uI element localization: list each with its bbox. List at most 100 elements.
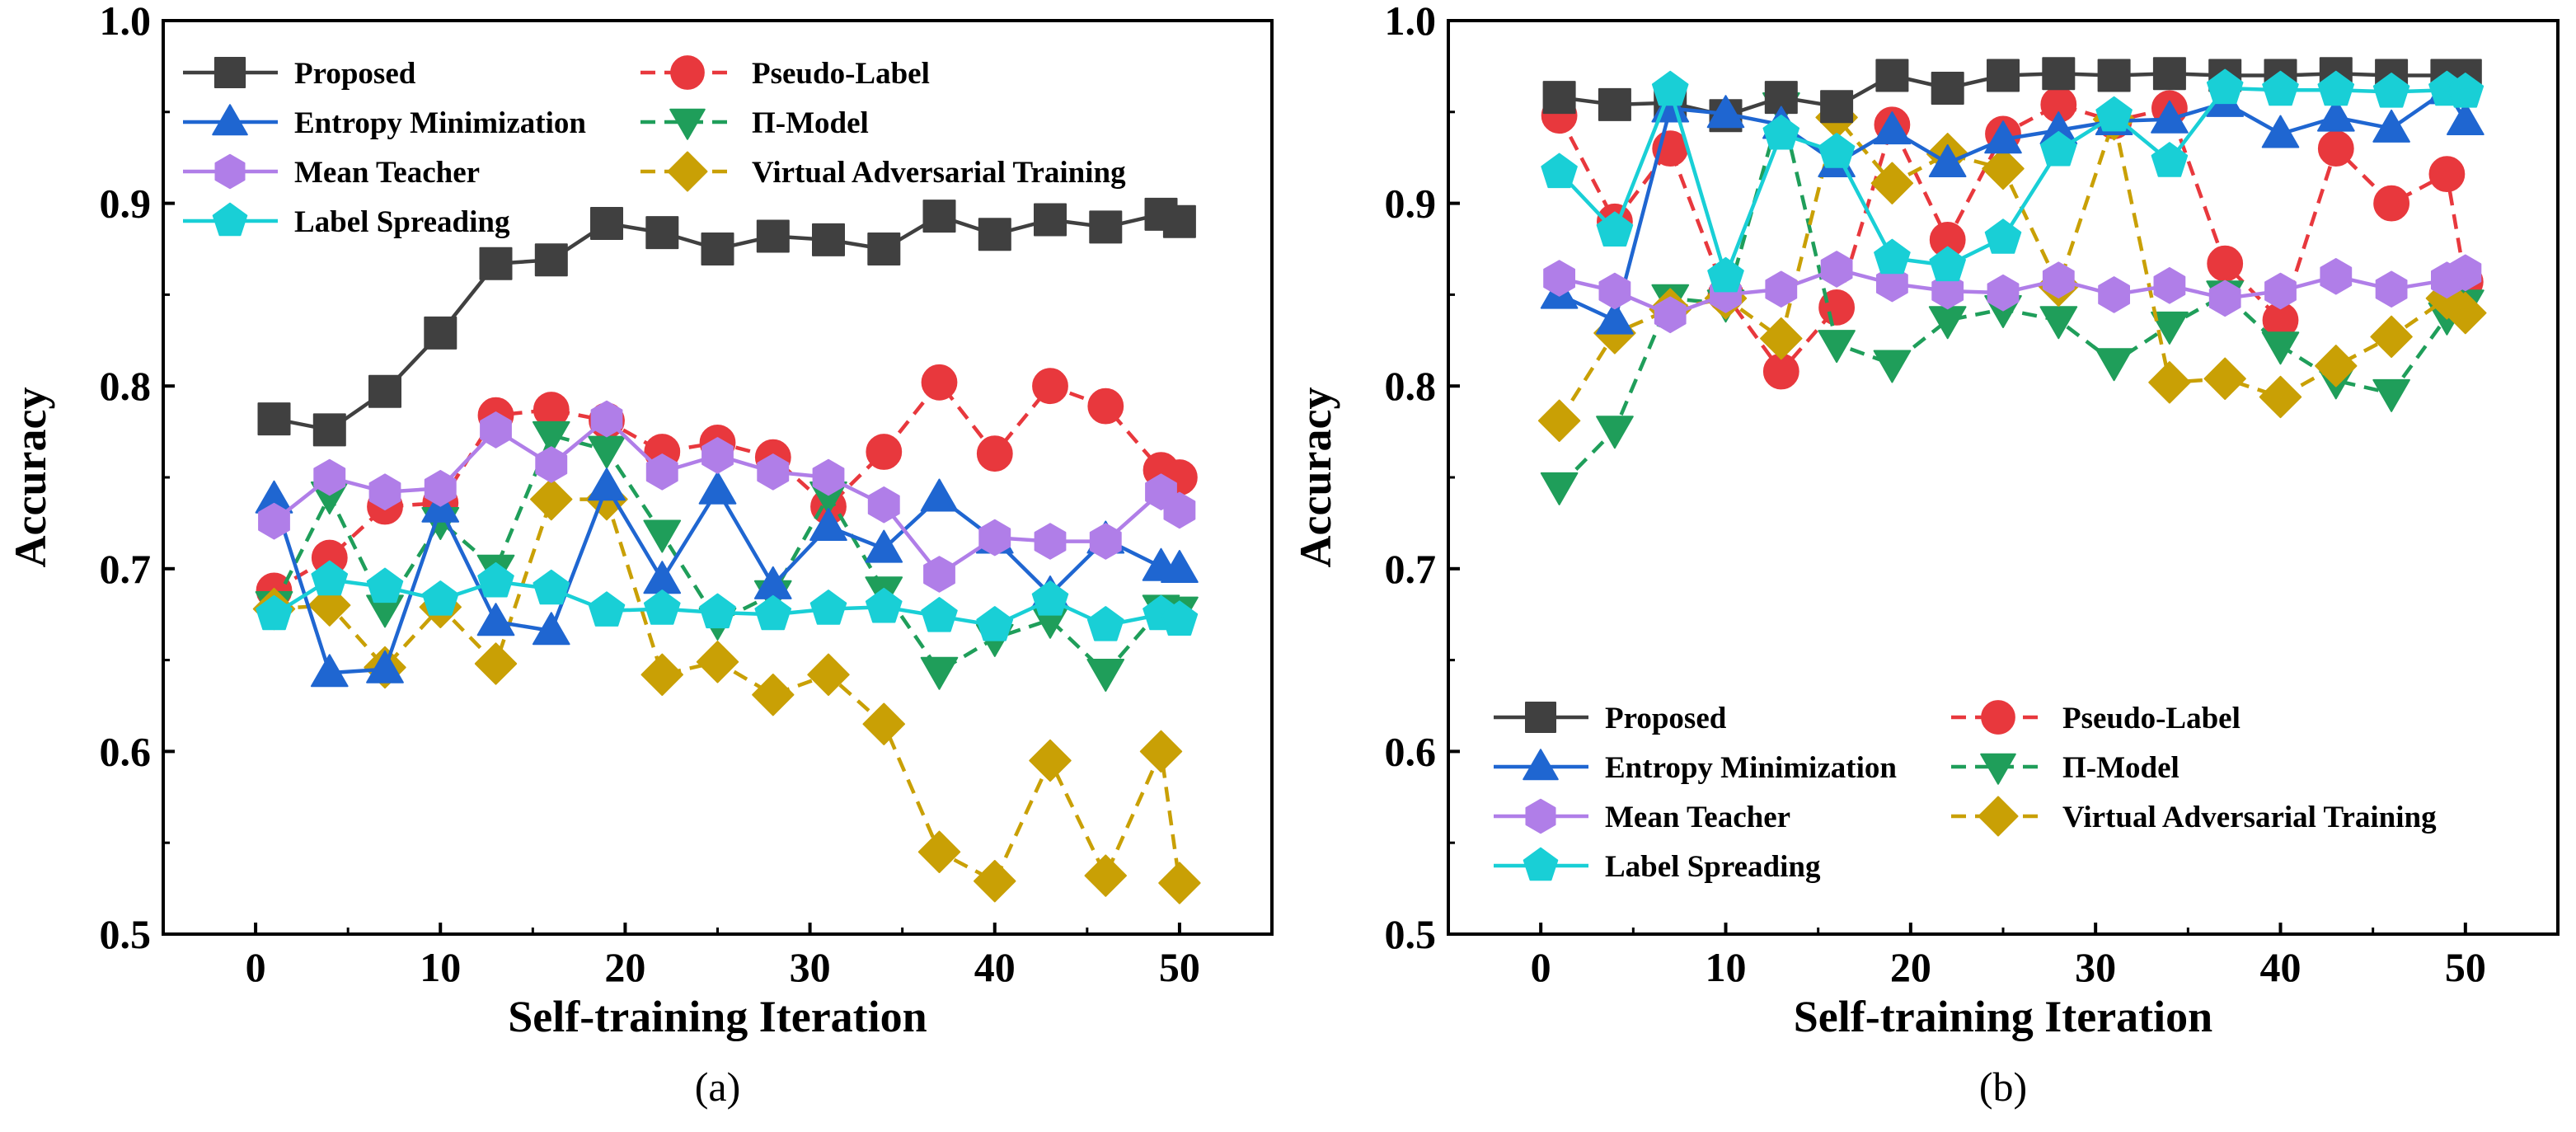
- data-point: [643, 561, 682, 594]
- data-point: [1707, 256, 1744, 293]
- data-point: [1031, 580, 1069, 616]
- data-point: [588, 435, 626, 469]
- data-point: [1543, 260, 1575, 297]
- data-point: [978, 218, 1011, 251]
- data-point: [257, 402, 291, 436]
- data-point: [1931, 272, 1964, 310]
- legend: Proposed Entropy Minimization Mean Teacher…: [1494, 700, 2437, 884]
- data-point: [1818, 289, 1856, 326]
- legend-item: Pseudo-Label: [1951, 700, 2241, 735]
- data-point: [643, 519, 682, 553]
- data-point: [867, 486, 900, 524]
- data-point: [1873, 111, 1912, 145]
- legend-item: Π-Model: [1951, 751, 2180, 785]
- data-point: [921, 364, 958, 401]
- y-tick-label: 0.6: [100, 728, 152, 774]
- data-point: [978, 519, 1011, 557]
- x-tick-label: 40: [974, 944, 1016, 990]
- data-point: [1820, 251, 1853, 288]
- data-point: [1161, 550, 1199, 583]
- data-point: [2098, 276, 2130, 313]
- data-point: [1598, 272, 1631, 310]
- data-point: [1818, 133, 1856, 168]
- data-point: [366, 650, 404, 683]
- data-point: [2264, 272, 2297, 310]
- data-point: [1876, 265, 1908, 303]
- x-tick-label: 10: [1706, 944, 1747, 990]
- data-point: [2042, 57, 2076, 91]
- legend-item: Π-Model: [640, 106, 869, 140]
- legend-label: Π-Model: [752, 106, 869, 140]
- data-point: [696, 641, 739, 683]
- data-point: [588, 467, 626, 501]
- data-point: [1139, 730, 1183, 773]
- legend-item: Virtual Adversarial Training: [640, 151, 1126, 192]
- data-point: [1089, 523, 1122, 560]
- data-point: [474, 642, 518, 685]
- legend-marker: [1523, 847, 1559, 881]
- data-point: [812, 223, 845, 256]
- legend-label: Virtual Adversarial Training: [752, 156, 1126, 190]
- data-point: [867, 233, 901, 265]
- data-point: [645, 453, 678, 491]
- y-tick-label: 0.5: [1385, 911, 1437, 957]
- data-point: [532, 420, 570, 454]
- series-mean-teacher: [1543, 251, 2482, 334]
- data-point: [2207, 245, 2244, 282]
- data-point: [535, 446, 568, 483]
- panel-label: (b): [1979, 1064, 2027, 1110]
- data-point: [1931, 72, 1964, 105]
- legend: Proposed Entropy Minimization Mean Teacher…: [183, 55, 1126, 239]
- data-point: [2317, 130, 2354, 167]
- data-point: [640, 653, 683, 696]
- legend-marker: [212, 104, 248, 136]
- data-point: [922, 200, 956, 233]
- legend-marker: [212, 202, 248, 237]
- data-point: [643, 589, 681, 625]
- data-point: [1032, 368, 1068, 405]
- data-point: [812, 458, 845, 496]
- x-tick-label: 50: [2445, 944, 2486, 990]
- series-proposed: [257, 197, 1196, 447]
- data-point: [310, 654, 349, 688]
- legend-item: Label Spreading: [183, 202, 510, 239]
- legend-label: Pseudo-Label: [752, 57, 930, 91]
- legend-marker: [1523, 749, 1559, 781]
- data-point: [1928, 306, 1967, 340]
- legend-marker: [1981, 700, 2015, 735]
- data-point: [921, 597, 958, 632]
- data-point: [1984, 120, 2022, 154]
- data-point: [1158, 862, 1201, 904]
- legend-label: Entropy Minimization: [1605, 751, 1897, 785]
- data-point: [1541, 153, 1578, 189]
- data-point: [2042, 261, 2075, 298]
- data-point: [311, 560, 349, 596]
- data-point: [1598, 87, 1631, 121]
- data-point: [2320, 258, 2353, 295]
- legend-label: Label Spreading: [294, 205, 510, 239]
- data-point: [862, 702, 905, 745]
- data-point: [1762, 115, 1800, 150]
- x-tick-label: 20: [604, 944, 645, 990]
- data-point: [756, 219, 790, 253]
- data-point: [2039, 306, 2078, 340]
- data-point: [2097, 59, 2131, 92]
- data-point: [590, 400, 623, 438]
- series-line: [272, 484, 1180, 675]
- data-point: [1929, 246, 1966, 282]
- data-point: [976, 606, 1014, 641]
- data-point: [1982, 147, 2025, 190]
- y-tick-label: 0.8: [100, 363, 152, 409]
- legend-label: Proposed: [294, 57, 416, 91]
- x-axis-title: Self-training Iteration: [508, 992, 927, 1041]
- y-tick-label: 1.0: [1385, 0, 1437, 44]
- legend-label: Virtual Adversarial Training: [2062, 801, 2437, 834]
- data-point: [1542, 81, 1576, 115]
- series-mean-teacher: [258, 400, 1196, 593]
- data-point: [2153, 267, 2186, 304]
- data-point: [698, 471, 737, 505]
- data-point: [2428, 156, 2466, 193]
- legend-label: Mean Teacher: [294, 156, 480, 190]
- data-point: [2151, 311, 2189, 345]
